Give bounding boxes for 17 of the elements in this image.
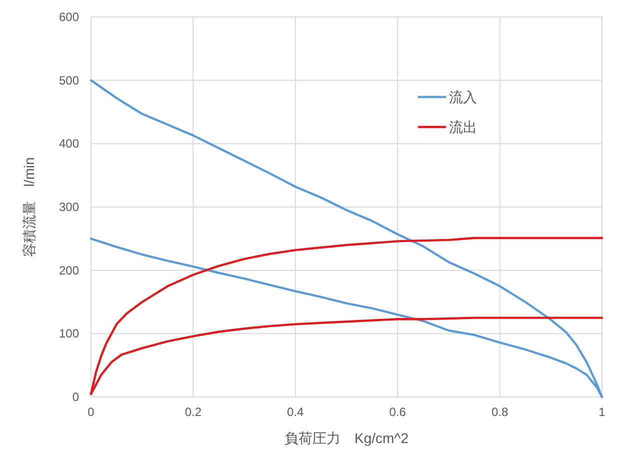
y-tick-label: 200 (58, 263, 80, 278)
y-tick-label: 300 (58, 200, 80, 214)
x-tick-label: 0.2 (184, 405, 202, 419)
legend-label: 流入 (449, 89, 477, 105)
x-tick-label: 0.4 (287, 405, 304, 419)
y-tick-label: 600 (58, 10, 80, 24)
x-tick-label: 0 (88, 405, 95, 419)
x-tick-label: 0.6 (389, 405, 406, 419)
y-tick-label: 400 (58, 136, 80, 151)
x-tick-label: 0.8 (491, 405, 508, 419)
y-axis-title: 容積流量 l/min (21, 157, 37, 257)
x-axis-title: 負荷圧力 Kg/cm^2 (284, 430, 409, 446)
y-tick-label: 500 (58, 73, 80, 88)
x-tick-label: 1 (598, 405, 606, 419)
y-tick-label: 0 (72, 390, 80, 404)
legend-label: 流出 (449, 119, 477, 135)
y-tick-label: 100 (58, 326, 80, 341)
